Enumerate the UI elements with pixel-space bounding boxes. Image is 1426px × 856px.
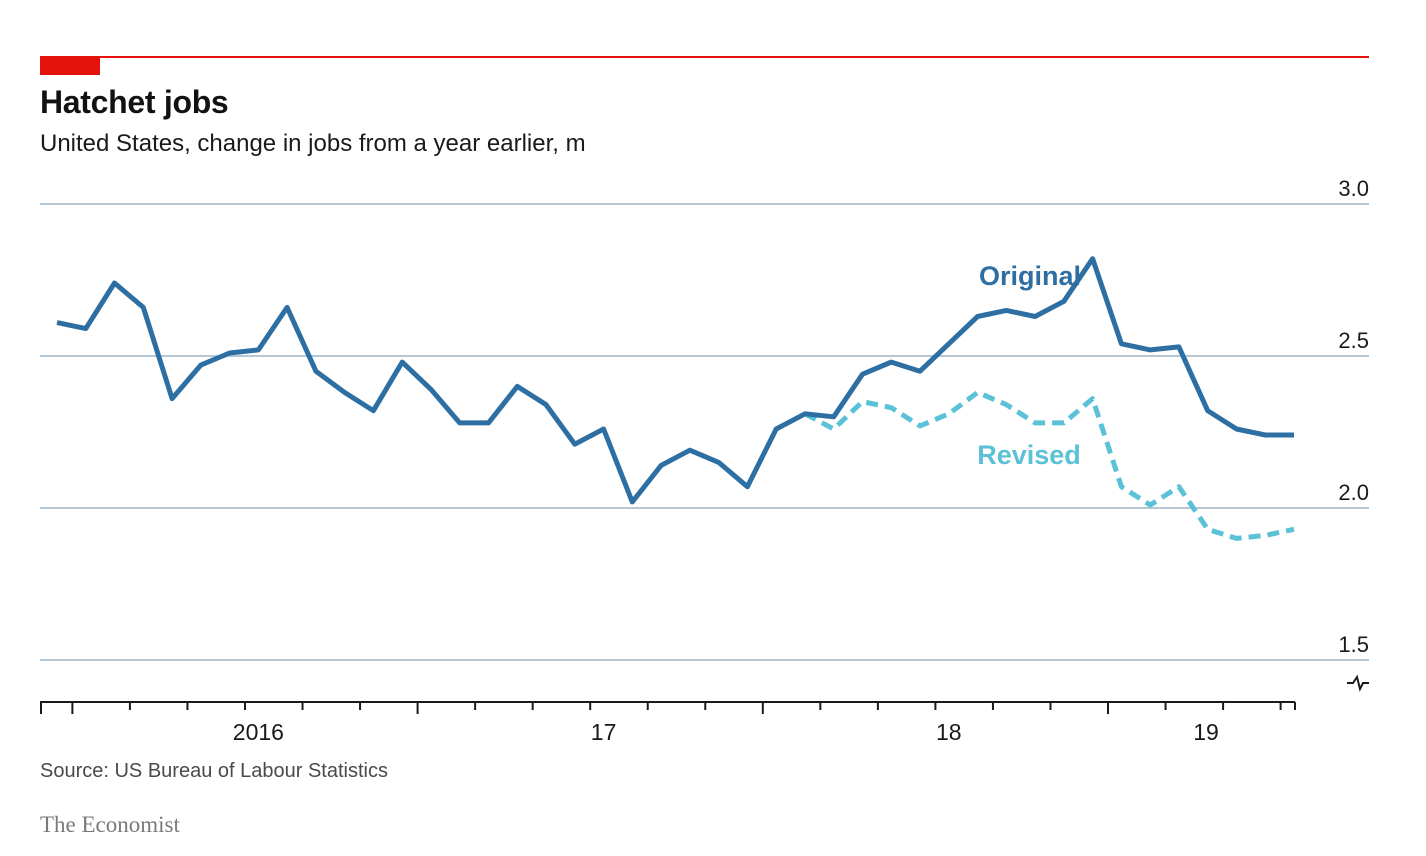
series-line-revised (803, 390, 1295, 541)
y-tick-label: 1.5 (1338, 632, 1369, 657)
series-lines (56, 256, 1295, 541)
brand-wordmark: The Economist (40, 812, 180, 837)
chart-subtitle: United States, change in jobs from a yea… (40, 130, 586, 157)
x-tick-label: 19 (1193, 719, 1219, 745)
x-tick-label: 2016 (233, 719, 284, 745)
source-note: Source: US Bureau of Labour Statistics (40, 760, 388, 782)
y-tick-label: 2.5 (1338, 328, 1369, 353)
x-tick-label: 17 (591, 719, 617, 745)
red-tag-logo (40, 56, 100, 75)
series-line-original (56, 256, 1294, 505)
x-tick-label: 18 (936, 719, 962, 745)
y-axis-ticks: 3.0 2.5 2.0 1.5 (1338, 176, 1369, 692)
x-axis: 2016 17 18 19 (40, 701, 1296, 745)
series-label-revised: Revised (977, 440, 1081, 470)
axis-break-icon (1347, 674, 1369, 692)
y-tick-label: 3.0 (1338, 176, 1369, 201)
top-red-rule (40, 56, 1369, 58)
chart-title: Hatchet jobs (40, 84, 229, 120)
series-label-original: Original (979, 261, 1081, 291)
y-tick-label: 2.0 (1338, 480, 1369, 505)
series-labels: Original Revised (977, 261, 1081, 470)
gridlines (40, 203, 1369, 661)
